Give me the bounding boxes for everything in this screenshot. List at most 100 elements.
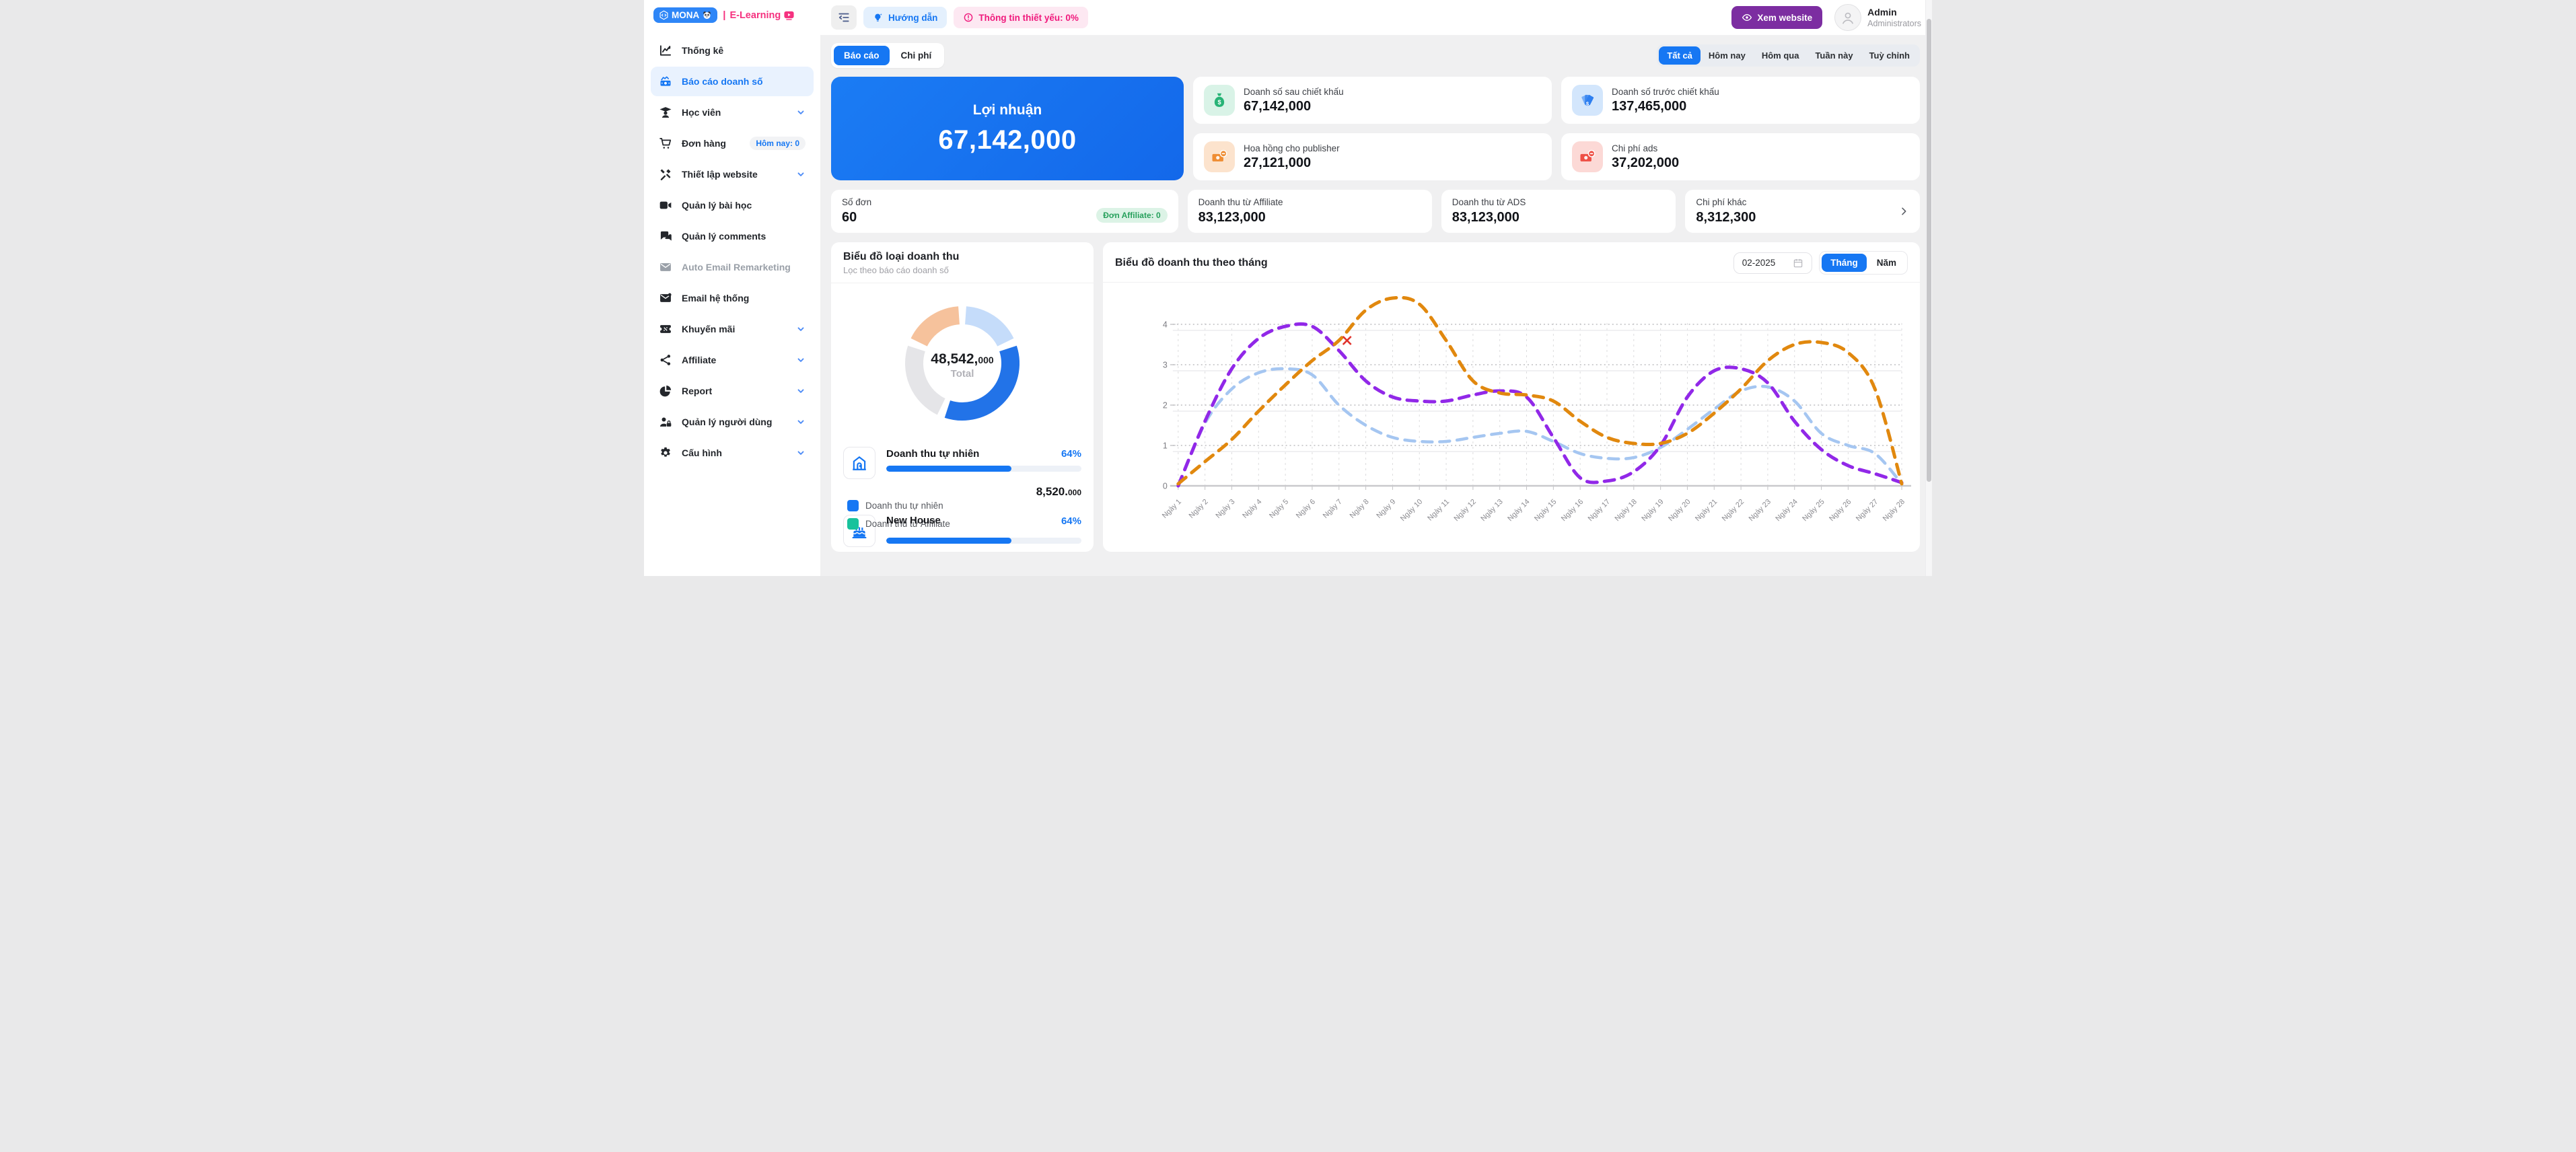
chevron-right-icon[interactable]: [1898, 206, 1909, 217]
sidebar-collapse-button[interactable]: [831, 5, 857, 30]
stat-card-3: Hoa hồng cho publisher 27,121,000: [1193, 133, 1552, 180]
sidebar-item-11[interactable]: Affiliate: [651, 345, 814, 375]
sidebar-item-5[interactable]: Thiết lập website: [651, 159, 814, 189]
date-range-filters: Tất cả Hôm nay Hôm qua Tuần này Tuỳ chỉnh: [1657, 44, 1920, 67]
sidebar-item-4[interactable]: Đơn hàng Hôm nay: 0: [651, 129, 814, 158]
avatar: [1834, 4, 1862, 31]
mona-logo-pill: MONA: [653, 7, 718, 23]
sidebar-nav: Thống kê Báo cáo doanh số Học viên Đơn h…: [644, 29, 820, 468]
revenue-item-organic: Doanh thu tự nhiên 64%: [843, 447, 1081, 479]
chevron-down-icon: [796, 108, 806, 117]
gear-icon: [659, 446, 672, 460]
month-picker[interactable]: 02-2025: [1733, 252, 1813, 274]
code-hexagon-icon: [659, 10, 668, 20]
chart-controls: 02-2025 Tháng Năm: [1733, 251, 1908, 275]
guide-button[interactable]: Hướng dẫn: [863, 7, 947, 28]
legend-item-organic[interactable]: Doanh thu tự nhiên: [847, 500, 943, 511]
brand-name: MONA: [672, 10, 700, 20]
svg-text:Ngày 22: Ngày 22: [1721, 498, 1746, 523]
sidebar-item-label: Học viên: [682, 107, 721, 118]
legend-swatch-green: [847, 518, 859, 530]
sidebar-item-10[interactable]: Khuyến mãi: [651, 314, 814, 344]
sidebar-item-3[interactable]: Học viên: [651, 98, 814, 127]
chart-line-icon: [659, 44, 672, 57]
comments-icon: [659, 229, 672, 243]
svg-text:Ngày 13: Ngày 13: [1479, 498, 1504, 523]
svg-text:Ngày 20: Ngày 20: [1667, 498, 1692, 523]
range-filter-5[interactable]: Tuỳ chỉnh: [1869, 50, 1910, 61]
svg-text:$: $: [1217, 99, 1221, 106]
tab-2[interactable]: Chi phí: [900, 50, 932, 61]
sidebar-item-14[interactable]: Cấu hình: [651, 438, 814, 468]
sidebar-item-label: Cấu hình: [682, 447, 722, 458]
today-count-badge: Hôm nay: 0: [750, 137, 806, 150]
affiliate-orders-badge: Đơn Affiliate: 0: [1096, 208, 1168, 223]
range-filter-1[interactable]: Tất cả: [1659, 46, 1701, 65]
video-icon: [659, 199, 672, 212]
essential-info-button[interactable]: Thông tin thiết yếu: 0%: [954, 7, 1088, 28]
profit-card: Lợi nhuận 67,142,000: [831, 77, 1184, 180]
youtube-play-icon: [784, 11, 794, 20]
range-filter-4[interactable]: Tuần này: [1815, 50, 1853, 61]
chevron-down-icon: [796, 355, 806, 365]
summary-label: Chi phí khác: [1696, 197, 1747, 207]
chevron-down-icon: [796, 386, 806, 396]
sidebar-item-2[interactable]: Báo cáo doanh số: [651, 67, 814, 96]
sales-report-icon: [659, 75, 672, 88]
svg-text:Ngày 7: Ngày 7: [1322, 498, 1344, 520]
range-filter-3[interactable]: Hôm qua: [1761, 50, 1799, 61]
sidebar-item-9[interactable]: Email hệ thống: [651, 283, 814, 313]
sidebar-item-label: Affiliate: [682, 355, 717, 365]
sidebar-item-6[interactable]: Quản lý bài học: [651, 190, 814, 220]
sidebar-item-1[interactable]: Thống kê: [651, 36, 814, 65]
brand-logo[interactable]: MONA | E-Learning: [644, 0, 820, 29]
month-year-toggle: Tháng Năm: [1819, 251, 1908, 275]
sidebar-item-label: Báo cáo doanh số: [682, 76, 763, 87]
user-role: Administrators: [1867, 18, 1921, 28]
range-filter-2[interactable]: Hôm nay: [1708, 50, 1746, 61]
sidebar-item-7[interactable]: Quản lý comments: [651, 221, 814, 251]
stat-card-1: $ Doanh số sau chiết khấu 67,142,000: [1193, 77, 1552, 124]
summary-cards: Số đơn 60 Đơn Affiliate: 0 Doanh thu từ Af…: [831, 190, 1920, 233]
house-icon: [853, 456, 866, 470]
email-icon: [659, 291, 672, 305]
svg-text:Ngày 25: Ngày 25: [1801, 498, 1826, 523]
brand-separator: |: [723, 9, 726, 21]
scrollbar-thumb[interactable]: [1927, 19, 1931, 482]
legend-item-affiliate[interactable]: Doanh thu từ Affiliate: [847, 518, 950, 530]
revenue-type-panel: Biểu đồ loại doanh thu Lọc theo báo cáo …: [831, 242, 1094, 552]
money-minus-icon: [1204, 141, 1235, 172]
chevron-down-icon: [796, 170, 806, 179]
sidebar-item-8[interactable]: Auto Email Remarketing: [651, 252, 814, 282]
topbar: Hướng dẫn Thông tin thiết yếu: 0% Xem we…: [820, 0, 1932, 35]
revenue-item2-percent: 64%: [1061, 515, 1081, 527]
sidebar-item-label: Khuyến mãi: [682, 324, 736, 334]
toolbar: Báo cáo Chi phí Tất cả Hôm nay Hôm qua Tuần …: [831, 43, 1920, 68]
revenue-items: Doanh thu tự nhiên 64% 8,520.000 Doanh t…: [831, 447, 1094, 552]
view-website-button[interactable]: Xem website: [1731, 6, 1823, 29]
svg-text:3: 3: [1163, 360, 1168, 369]
stat-cards: $ Doanh số sau chiết khấu 67,142,000 $ Do…: [1193, 77, 1920, 180]
donut-panel-title: Biểu đồ loại doanh thu: [843, 251, 960, 262]
sidebar-item-label: Email hệ thống: [682, 293, 750, 303]
series-purple-series: [1176, 322, 1904, 488]
donut-segment-light-blue: [964, 306, 1014, 347]
stat-value: 137,465,000: [1612, 98, 1687, 114]
tab-1[interactable]: Báo cáo: [834, 46, 890, 65]
summary-value: 83,123,000: [1198, 210, 1266, 225]
money-fan-icon: $: [1572, 85, 1603, 116]
sidebar-item-label: Đơn hàng: [682, 138, 726, 149]
user-menu[interactable]: Admin Administrators: [1834, 4, 1921, 31]
toggle-1[interactable]: Tháng: [1822, 254, 1867, 272]
chevron-down-icon: [796, 324, 806, 334]
toggle-2[interactable]: Năm: [1876, 258, 1896, 268]
admin-dashboard: MONA | E-Learning Thống kê Báo cáo doanh…: [644, 0, 1932, 576]
donut-panel-subtitle: Lọc theo báo cáo doanh số: [843, 265, 949, 275]
user-name: Admin: [1867, 7, 1897, 18]
summary-label: Doanh thu từ Affiliate: [1198, 197, 1283, 207]
sidebar-item-12[interactable]: Report: [651, 376, 814, 406]
revenue-item2-bar: [886, 538, 1081, 544]
sidebar-item-13[interactable]: Quản lý người dùng: [651, 407, 814, 437]
sidebar: MONA | E-Learning Thống kê Báo cáo doanh…: [644, 0, 820, 576]
svg-text:Ngày 24: Ngày 24: [1774, 498, 1799, 523]
